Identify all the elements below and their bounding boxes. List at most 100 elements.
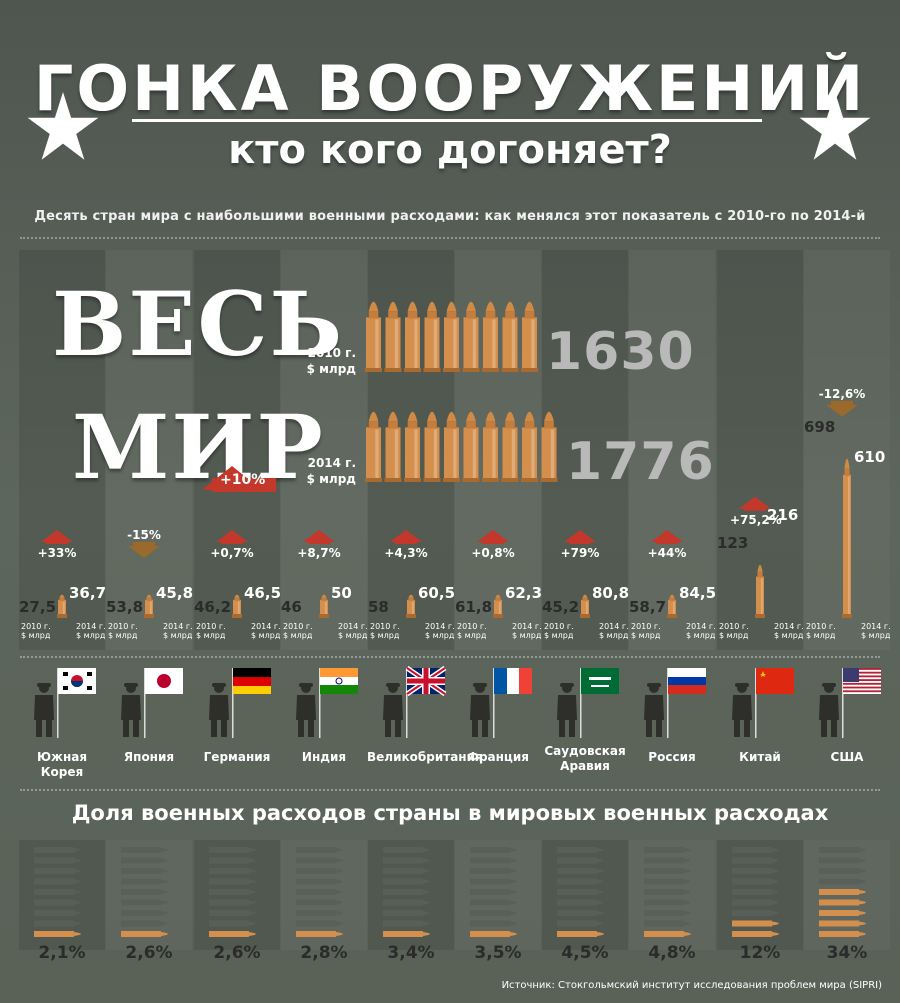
share-bullet-empty xyxy=(121,910,168,916)
change-label: +75,2% xyxy=(730,512,782,527)
unit-label-2010: $ млрд xyxy=(544,631,574,640)
divider-top xyxy=(20,237,880,239)
change-label: +0,8% xyxy=(471,546,515,560)
title-underline xyxy=(132,119,762,122)
share-value: 2,8% xyxy=(300,943,348,963)
change-label: +44% xyxy=(647,546,687,560)
country-name: Китай xyxy=(739,750,781,764)
world-change-badge xyxy=(202,466,276,492)
world-bullet-2014 xyxy=(462,411,480,482)
soldier-icon xyxy=(34,683,54,737)
share-value: 2,1% xyxy=(38,943,86,963)
share-bullet-empty xyxy=(383,899,430,906)
share-bullet-empty xyxy=(34,857,81,864)
world-bullet-2010 xyxy=(384,301,402,372)
flag-pole xyxy=(580,668,582,738)
value-2010: 58,7 xyxy=(629,598,667,616)
share-value: 4,8% xyxy=(648,943,696,963)
share-chart xyxy=(34,847,866,937)
share-bullet-empty xyxy=(296,868,343,874)
share-bullet-empty xyxy=(470,878,517,885)
world-total-2010: 1630 xyxy=(546,322,695,382)
flag-pole xyxy=(232,668,234,738)
arrow-up-base xyxy=(46,538,68,544)
country-name: Великобритания xyxy=(367,750,483,764)
value-2014: 36,7 xyxy=(69,584,107,602)
value-2014: 610 xyxy=(854,448,886,466)
share-bullet-empty xyxy=(296,847,343,853)
share-bullet-empty xyxy=(383,857,430,864)
share-value: 4,5% xyxy=(561,943,609,963)
year-label-2010: 2010 г. xyxy=(544,622,574,631)
change-label: +33% xyxy=(37,546,77,560)
world-word-2: МИР xyxy=(72,395,325,499)
share-bullet-empty xyxy=(34,847,81,853)
flag-pole xyxy=(755,668,757,738)
year-label-2010: 2010 г. xyxy=(457,622,487,631)
world-bullet-2014 xyxy=(365,411,382,482)
value-2014: 80,8 xyxy=(592,584,630,602)
country-flag-icon xyxy=(405,665,447,697)
world-bullet-2010 xyxy=(501,301,519,372)
share-bullet-empty xyxy=(121,857,168,864)
country-flag-icon xyxy=(581,668,619,694)
country-name: Франция xyxy=(467,750,529,764)
unit-label-2014: $ млрд xyxy=(512,631,542,640)
country-bullet-2014 xyxy=(755,564,765,618)
share-bullet-empty xyxy=(121,868,168,874)
country-bullet-2014 xyxy=(580,594,590,618)
share-bullet-empty xyxy=(121,847,168,853)
world-word-1: ВЕСЬ xyxy=(52,272,345,376)
country-flag-icon xyxy=(756,668,794,694)
share-bullet-empty xyxy=(296,920,343,927)
share-bullet-empty xyxy=(644,920,691,927)
arrow-up-base xyxy=(395,538,417,544)
column-stripe xyxy=(19,250,105,650)
country-flag-icon xyxy=(668,668,706,694)
world-bullet-2010 xyxy=(482,301,499,372)
world-bullet-2010 xyxy=(404,301,421,372)
year-label-2010: 2010 г. xyxy=(719,622,749,631)
share-bullet-filled xyxy=(819,889,866,895)
soldier-icon xyxy=(296,683,316,737)
soldier-icon xyxy=(732,683,752,737)
share-bullet-empty xyxy=(470,847,517,853)
unit-label-2014: $ млрд xyxy=(774,631,804,640)
share-value: 3,4% xyxy=(387,943,435,963)
unit-label-2010: $ млрд xyxy=(21,631,51,640)
share-bullet-filled xyxy=(470,931,517,937)
flag-pole xyxy=(493,668,495,738)
world-bullet-2014 xyxy=(501,411,519,482)
divider-middle xyxy=(20,656,880,658)
share-value: 12% xyxy=(739,943,781,963)
share-bullet-empty xyxy=(470,899,517,906)
country-bullet-2014 xyxy=(232,594,242,618)
arrow-up-base xyxy=(569,538,591,544)
flag-pole xyxy=(667,668,669,738)
share-bullet-empty xyxy=(34,910,81,916)
unit-label-2010: $ млрд xyxy=(108,631,138,640)
share-bullet-empty xyxy=(557,847,604,853)
share-bullet-filled xyxy=(383,931,430,937)
country-flag-icon xyxy=(233,668,271,694)
soldier-icon xyxy=(383,683,403,737)
value-2014: 46,5 xyxy=(244,584,282,602)
column-stripe xyxy=(194,250,280,650)
soldier-icon xyxy=(470,683,490,737)
source-note: Источник: Стокгольмский институт исследо… xyxy=(501,980,882,991)
year-label-2014: 2014 г. xyxy=(163,622,193,631)
unit-label-2010: $ млрд xyxy=(196,631,226,640)
world-bullets xyxy=(365,301,558,482)
value-2014: 50 xyxy=(331,584,352,602)
year-label-2014: 2014 г. xyxy=(686,622,716,631)
share-bullet-empty xyxy=(732,899,779,906)
share-bullet-empty xyxy=(470,889,517,895)
unit-label-2014: $ млрд xyxy=(599,631,629,640)
arrow-down-icon xyxy=(128,546,160,558)
country-name: Германия xyxy=(203,750,271,764)
unit-label-2010: $ млрд xyxy=(719,631,749,640)
share-bullet-empty xyxy=(732,847,779,853)
share-bullet-empty xyxy=(209,910,256,916)
arrow-up-base xyxy=(482,538,504,544)
share-bullet-empty xyxy=(383,847,430,853)
